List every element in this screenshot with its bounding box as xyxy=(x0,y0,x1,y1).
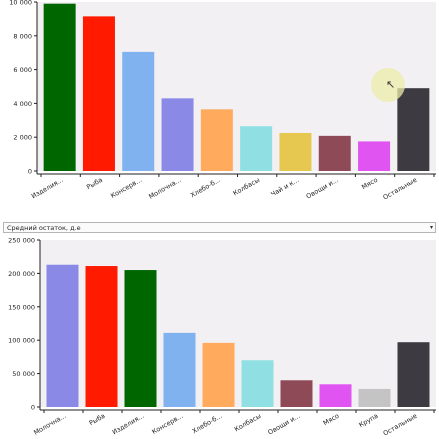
bar xyxy=(163,332,196,407)
x-tick-label: Консерв... xyxy=(151,412,185,436)
x-tick-label: Колбасы xyxy=(233,412,263,434)
bar xyxy=(358,388,391,407)
bar xyxy=(82,16,115,171)
x-tick-label: Изделия... xyxy=(30,176,65,201)
y-tick-label: 250 000 xyxy=(8,237,35,245)
x-tick-label: Овощи и... xyxy=(305,176,340,201)
x-tick-label: Остальные xyxy=(382,412,419,438)
bar xyxy=(397,88,430,171)
x-tick-label: Чай и к... xyxy=(269,176,300,199)
y-tick-label: 100 000 xyxy=(8,337,35,345)
x-tick-label: Рыба xyxy=(88,412,107,427)
bar xyxy=(318,135,351,171)
x-tick-label: Мясо xyxy=(360,176,379,191)
y-tick-label: 150 000 xyxy=(8,303,35,311)
y-tick-label: 50 000 xyxy=(12,370,35,378)
x-tick-label: Крупа xyxy=(357,412,379,429)
y-tick-label: 200 000 xyxy=(8,270,35,278)
bar xyxy=(124,270,157,407)
bar xyxy=(319,384,352,407)
x-tick-label: Мясо xyxy=(322,412,341,427)
y-tick-label: 8 000 xyxy=(13,32,32,40)
bar xyxy=(279,132,312,171)
bar xyxy=(358,141,391,171)
x-tick-label: Молочна... xyxy=(32,412,67,437)
bar xyxy=(46,264,79,407)
bar xyxy=(122,51,155,172)
metric-dropdown[interactable]: Средний остаток, д.е ▾ xyxy=(3,222,436,233)
pointer-arrow-icon: ↖ xyxy=(386,78,396,91)
x-tick-label: Колбасы xyxy=(232,176,262,198)
x-tick-label: Хлебо-б... xyxy=(189,176,222,200)
bar xyxy=(240,126,273,171)
bar xyxy=(161,98,194,171)
chart-top: 0 2 000 4 000 6 000 8 000 10 000 Изделия... Рыб… xyxy=(9,0,436,202)
bar xyxy=(280,380,313,407)
y-tick-label: 2 000 xyxy=(13,134,32,142)
bar xyxy=(397,342,430,407)
x-tick-label: Консерв... xyxy=(109,176,143,200)
cursor-highlight xyxy=(371,68,405,102)
x-tick-label: Овощи и... xyxy=(267,412,302,437)
bar xyxy=(241,360,274,407)
x-tick-label: Рыба xyxy=(85,176,104,191)
x-tick-label: Молочна... xyxy=(147,176,182,201)
x-tick-label: Изделия... xyxy=(111,412,146,437)
y-tick-label: 6 000 xyxy=(13,66,32,74)
bar xyxy=(200,109,233,171)
x-tick-label: Хлебо-б... xyxy=(191,412,224,436)
chart-bottom: 0 50 000 100 000 150 000 200 000 250 000 Молоч… xyxy=(8,237,436,438)
y-tick-label: 0 xyxy=(31,404,35,412)
x-tick-label: Остальные xyxy=(382,176,419,202)
bar xyxy=(43,3,76,171)
metric-dropdown-label: Средний остаток, д.е xyxy=(7,224,81,232)
y-tick-label: 0 xyxy=(28,168,32,176)
bar xyxy=(85,266,118,407)
bar xyxy=(202,342,235,407)
y-tick-label: 4 000 xyxy=(13,100,32,108)
y-tick-label: 10 000 xyxy=(9,0,32,7)
chevron-down-icon[interactable]: ▾ xyxy=(429,224,433,231)
